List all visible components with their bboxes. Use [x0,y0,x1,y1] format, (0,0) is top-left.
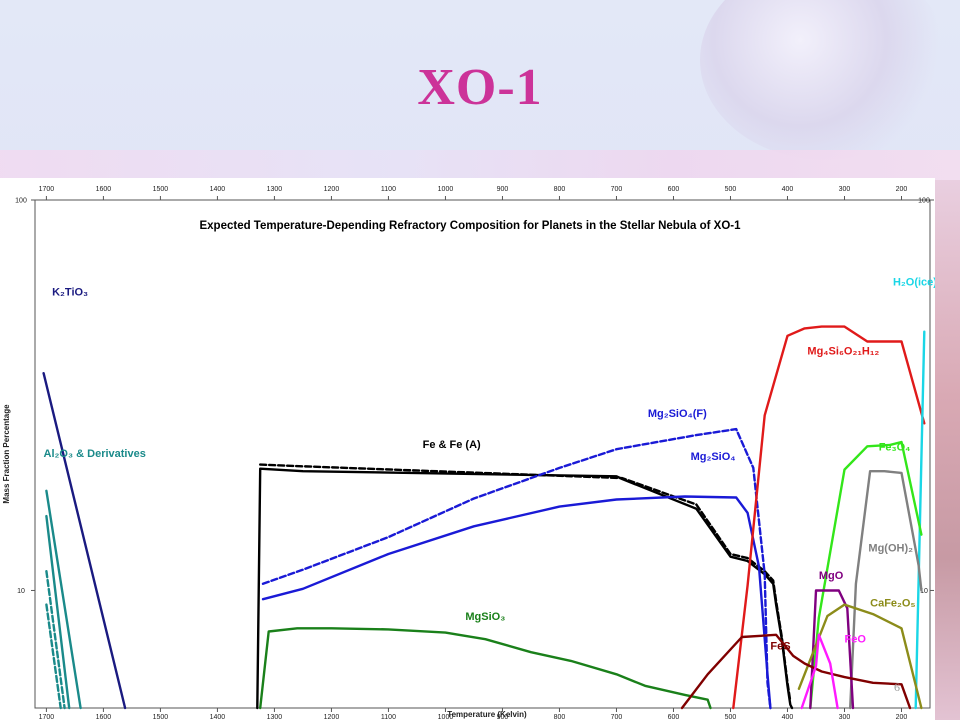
series-line-7 [261,427,772,710]
page-number: 6 [894,680,900,694]
series-line-4 [45,603,62,710]
plot-area [34,199,931,709]
x-tick-label-top: 300 [839,186,851,193]
x-tick-label-top: 400 [782,186,794,193]
series-label-16: FeS [770,641,790,653]
series-line-2 [45,514,71,710]
series-label-15: CaFe₂O₅ [870,597,915,609]
x-tick-label-top: 900 [497,186,509,193]
side-decoration [935,180,960,720]
x-tick-label-bottom: 1400 [210,714,226,720]
x-tick-label-bottom: 900 [497,714,509,720]
x-tick-label-bottom: 400 [782,714,794,720]
series-label-0: K₂TiO₃ [52,286,88,298]
series-label-12: Fe₃O₄ [879,442,911,454]
series-line-13 [849,470,923,710]
series-label-5: Fe & Fe (A) [423,439,481,451]
x-tick-label-top: 1300 [267,186,283,193]
series-line-10 [732,325,926,710]
x-tick-label-top: 1000 [438,186,454,193]
series-label-10: Mg₄Si₆O₂₁H₁₂ [807,346,879,358]
x-tick-label-top: 600 [668,186,680,193]
series-line-1 [45,489,82,710]
y-tick-label-right: 100 [918,198,930,205]
series-label-8: Mg₂SiO₄ [691,451,736,463]
x-tick-label-bottom: 1200 [324,714,340,720]
series-line-14 [809,589,855,710]
series-label-13: Mg(OH)₂ [868,542,913,554]
series-labels: K₂TiO₃ Al₂O₃ & Derivatives Fe & Fe (A) Mg₂S… [44,276,935,652]
series-line-17 [800,633,839,710]
x-tick-label-bottom: 1100 [381,714,396,720]
x-tick-label-bottom: 1700 [39,714,55,720]
x-tick-label-top: 1600 [96,186,112,193]
x-tick-label-top: 1200 [324,186,340,193]
series-line-8 [261,495,772,710]
x-tick-label-top: 1500 [153,186,169,193]
series-label-9: MgSiO₃ [465,611,505,623]
series-label-7: Mg₂SiO₄(F) [648,408,707,420]
x-tick-label-bottom: 300 [839,714,851,720]
x-tick-label-top: 1700 [39,186,55,193]
x-axis-title: Temperature (Kelvin) [447,710,527,719]
x-tick-label-bottom: 200 [896,714,908,720]
y-tick-label-right: 10 [920,588,928,595]
slide-title: XO-1 [417,59,543,116]
chart-title: Expected Temperature-Depending Refractor… [199,220,741,232]
moon-decoration [700,0,950,160]
x-tick-label-top: 200 [896,186,908,193]
x-tick-label-bottom: 1300 [267,714,283,720]
x-tick-label-top: 1400 [210,186,226,193]
series-label-11: H₂O(ice) [893,276,935,288]
x-tick-label-bottom: 500 [725,714,737,720]
x-tick-label-top: 1100 [381,186,396,193]
x-tick-label-bottom: 700 [611,714,623,720]
series-label-14: MgO [819,570,844,582]
chart-svg: Expected Temperature-Depending Refractor… [2,186,935,720]
axis-ticks: 1700 1700 1600 1600 1500 1500 1400 1400 1300 1300… [15,186,934,720]
series-label-1: Al₂O₃ & Derivatives [44,448,146,460]
series-line-9 [259,627,712,710]
series-lines [42,325,926,710]
series-line-0 [42,371,127,710]
series-line-11 [914,330,926,710]
x-tick-label-top: 500 [725,186,737,193]
x-tick-label-bottom: 1500 [153,714,169,720]
series-line-6 [259,463,792,703]
x-tick-label-top: 700 [611,186,623,193]
y-tick-label-left: 100 [15,198,27,205]
x-tick-label-bottom: 1000 [438,714,454,720]
x-tick-label-bottom: 800 [554,714,566,720]
y-tick-label-left: 10 [17,588,25,595]
y-axis-title: Mass Fraction Percentage [2,404,11,504]
x-tick-label-top: 800 [554,186,566,193]
x-tick-label-bottom: 1600 [96,714,112,720]
series-line-5 [256,467,794,710]
series-line-3 [45,570,66,710]
x-tick-label-bottom: 600 [668,714,680,720]
series-line-15 [797,603,923,710]
series-line-16 [680,633,912,710]
chart-panel: Expected Temperature-Depending Refractor… [0,178,935,720]
series-line-12 [809,440,923,710]
series-label-17: FeO [844,634,866,646]
